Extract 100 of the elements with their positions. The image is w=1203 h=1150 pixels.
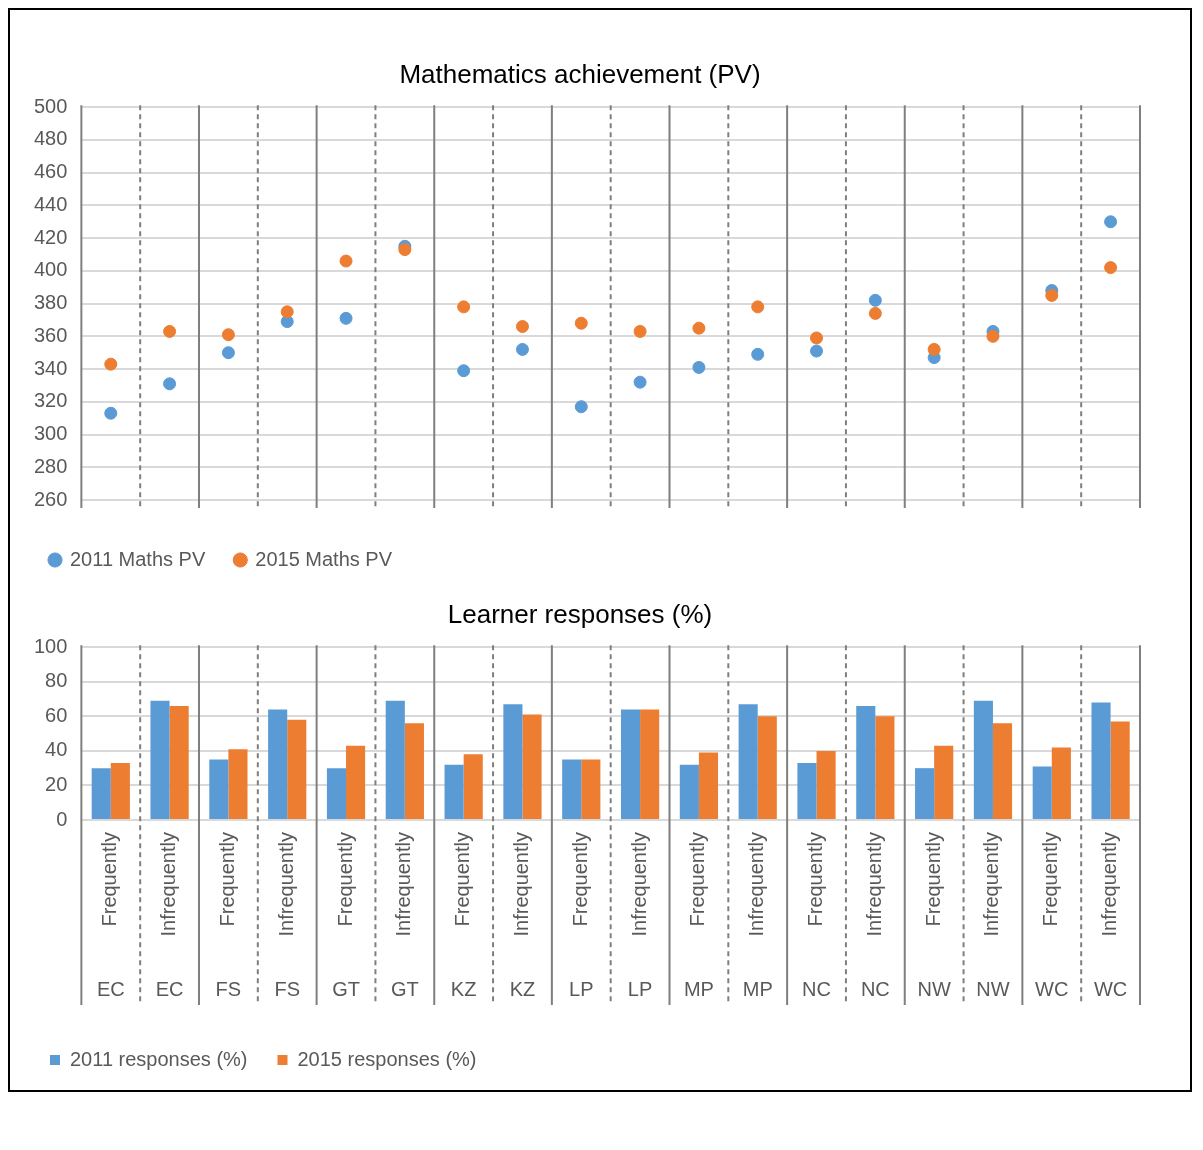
bar xyxy=(1051,747,1071,819)
point xyxy=(221,346,235,360)
bar xyxy=(110,762,130,819)
category-label: Infrequently NW xyxy=(976,832,1010,1000)
y-tick-label: 400 xyxy=(33,258,68,281)
category-label: Frequently NW xyxy=(917,832,951,1000)
y-tick-label: 260 xyxy=(33,487,68,510)
bar xyxy=(503,704,523,819)
y-tick-label: 500 xyxy=(33,94,68,117)
bar xyxy=(522,714,542,819)
bar xyxy=(640,709,660,819)
bar xyxy=(150,700,170,819)
bar xyxy=(169,705,189,819)
legend-label: 2011 Maths PV xyxy=(70,547,206,570)
legend-label: 2011 responses (%) xyxy=(70,1047,248,1070)
bar xyxy=(404,723,424,819)
y-tick-label: 100 xyxy=(33,634,68,657)
category-label: Frequently FS xyxy=(215,832,242,1000)
bar xyxy=(875,716,895,819)
point xyxy=(927,342,941,356)
category-label: Frequently NC xyxy=(802,832,831,1000)
bar xyxy=(738,704,758,819)
y-tick-label: 40 xyxy=(45,738,68,761)
legend-label: 2015 Maths PV xyxy=(255,547,393,570)
category-label: Frequently WC xyxy=(1035,832,1069,1000)
point xyxy=(810,344,824,358)
point xyxy=(751,347,765,361)
bar xyxy=(679,764,699,819)
y-tick-label: 320 xyxy=(33,389,68,412)
y-tick-label: 380 xyxy=(33,291,68,314)
point xyxy=(339,254,353,268)
point xyxy=(457,300,471,314)
point xyxy=(1104,261,1118,275)
point xyxy=(280,305,294,319)
point xyxy=(398,243,412,257)
bar xyxy=(1091,702,1111,819)
category-label: Frequently GT xyxy=(332,832,360,1000)
y-tick-label: 460 xyxy=(33,160,68,183)
bar xyxy=(856,705,876,819)
category-label: Frequently EC xyxy=(96,832,125,1000)
point xyxy=(574,400,588,414)
y-tick-label: 280 xyxy=(33,454,68,477)
bar xyxy=(757,716,777,819)
point xyxy=(163,324,177,338)
chart-title: Learner responses (%) xyxy=(447,598,713,629)
y-tick-label: 80 xyxy=(45,669,68,692)
chart-title: Mathematics achievement (PV) xyxy=(399,58,761,89)
point xyxy=(633,324,647,338)
y-tick-label: 480 xyxy=(33,127,68,150)
point xyxy=(104,406,118,420)
category-label: Infrequently NC xyxy=(860,832,890,1000)
legend-label: 2015 responses (%) xyxy=(297,1047,477,1070)
bar xyxy=(620,709,641,819)
bar xyxy=(346,745,366,819)
bar xyxy=(268,709,288,819)
point xyxy=(810,331,824,345)
bar xyxy=(698,752,719,819)
bar xyxy=(992,723,1013,819)
y-tick-label: 20 xyxy=(45,772,68,795)
point xyxy=(221,328,235,342)
category-label: Infrequently GT xyxy=(390,832,419,1000)
point xyxy=(868,306,882,320)
bar xyxy=(287,719,307,819)
bar xyxy=(915,768,935,819)
point xyxy=(515,342,529,356)
point xyxy=(574,316,588,330)
category-label: Infrequently WC xyxy=(1093,832,1128,1000)
bar xyxy=(1032,766,1052,819)
y-tick-label: 0 xyxy=(56,807,68,830)
bar xyxy=(228,749,248,819)
point xyxy=(986,329,1000,343)
bar xyxy=(463,754,483,819)
bar xyxy=(209,759,229,819)
point xyxy=(163,377,177,391)
category-label: Frequently KZ xyxy=(450,832,477,1000)
bar xyxy=(385,700,405,819)
bar xyxy=(444,764,464,819)
y-tick-label: 440 xyxy=(33,192,68,215)
category-label: Infrequently KZ xyxy=(509,832,536,1000)
point xyxy=(515,320,529,334)
point xyxy=(339,311,353,325)
point xyxy=(457,364,471,378)
y-tick-label: 360 xyxy=(33,323,68,346)
point xyxy=(692,321,706,335)
bar xyxy=(581,759,601,819)
category-label: Infrequently LP xyxy=(627,832,653,1000)
point xyxy=(633,375,647,389)
category-label: Infrequently FS xyxy=(274,832,300,1000)
point xyxy=(1045,288,1059,302)
y-tick-label: 300 xyxy=(33,422,68,445)
category-label: Frequently LP xyxy=(568,832,594,1000)
category-label: Infrequently EC xyxy=(155,832,184,1000)
y-tick-label: 60 xyxy=(45,703,68,726)
bar xyxy=(934,745,954,819)
point xyxy=(751,300,765,314)
point xyxy=(868,293,882,307)
bar xyxy=(562,759,582,819)
bar xyxy=(91,768,111,819)
point xyxy=(104,357,118,371)
point xyxy=(1104,215,1118,229)
